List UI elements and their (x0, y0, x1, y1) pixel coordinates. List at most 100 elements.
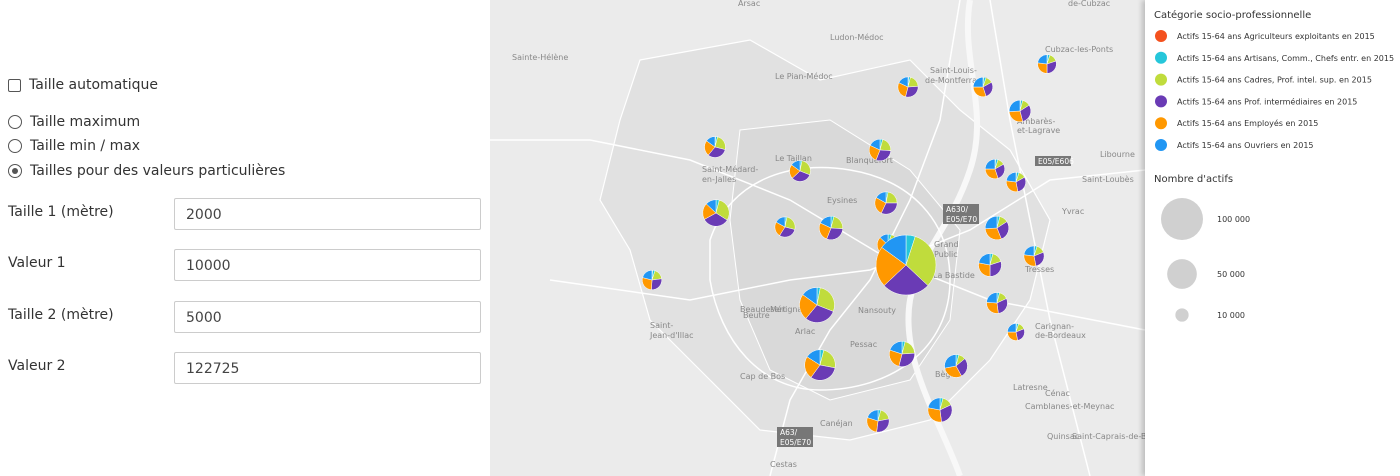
road-shield (777, 427, 813, 437)
pie-chart[interactable] (927, 397, 953, 423)
pie-chart[interactable] (868, 138, 892, 162)
place-label: Cestas (770, 460, 797, 469)
pie-slice[interactable] (984, 158, 996, 170)
place-label: Sainte-Hélène (512, 52, 568, 62)
pie-chart[interactable] (875, 234, 937, 296)
pie-slice[interactable] (883, 264, 929, 296)
pie-chart[interactable] (818, 215, 844, 241)
pie-slice[interactable] (889, 341, 903, 355)
auto-size-option[interactable]: Taille automatique (8, 77, 158, 93)
pie-chart[interactable] (984, 158, 1006, 179)
pie-slice[interactable] (642, 269, 653, 281)
pie-slice[interactable] (986, 292, 998, 304)
pie-slice[interactable] (819, 215, 832, 229)
pie-chart[interactable] (702, 199, 730, 227)
pie-chart[interactable] (897, 76, 919, 98)
map[interactable]: Arsac Ludon-Médoc Le Pian-Médoc Sainte-Hélè… (490, 0, 1145, 476)
pie-slice[interactable] (706, 136, 716, 148)
pie-slice[interactable] (972, 76, 984, 88)
place-label: Cénac (1045, 388, 1070, 398)
pie-slice[interactable] (1037, 54, 1048, 65)
pie-slice[interactable] (715, 199, 730, 221)
pie-chart[interactable] (866, 409, 890, 433)
pie-chart[interactable] (1007, 323, 1025, 341)
pie-chart[interactable] (889, 341, 915, 367)
legend-label: Actifs 15-64 ans Cadres, Prof. intel. su… (1177, 76, 1372, 85)
text-input[interactable]: 5000 (174, 300, 481, 333)
pie-chart[interactable] (984, 215, 1010, 241)
place-label: Mérignac (770, 304, 807, 314)
pie-slice[interactable] (978, 253, 991, 266)
pie-slice[interactable] (898, 352, 915, 367)
pie-slice[interactable] (867, 409, 879, 422)
text-input[interactable]: 122725 (174, 351, 481, 384)
pie-chart[interactable] (774, 216, 796, 238)
pie-slice[interactable] (905, 236, 937, 286)
place-label: Le Pian-Médoc (775, 71, 833, 81)
pie-chart[interactable] (972, 76, 994, 97)
pie-chart[interactable] (789, 160, 811, 182)
place-label: Beutre (743, 311, 770, 320)
field-label: Taille 1 (mètre) (8, 204, 114, 220)
pie-slice[interactable] (1007, 323, 1017, 333)
pie-slice[interactable] (775, 216, 786, 228)
pie-chart[interactable] (944, 354, 968, 378)
pie-chart[interactable] (1008, 99, 1032, 123)
place-label: Ambarès- (1017, 116, 1055, 126)
pie-chart[interactable] (704, 136, 726, 158)
pie-chart[interactable] (1006, 171, 1027, 193)
pie-slice[interactable] (1008, 99, 1021, 112)
pie-slice[interactable] (984, 215, 998, 230)
pie-chart[interactable] (641, 269, 662, 291)
pie-chart[interactable] (874, 191, 898, 215)
pie-slice[interactable] (927, 397, 941, 411)
pie-slice[interactable] (806, 349, 821, 366)
checkbox[interactable] (8, 78, 21, 92)
text-input[interactable]: 2000 (174, 198, 481, 230)
pie-slice[interactable] (816, 287, 835, 312)
pie-chart[interactable] (799, 287, 835, 323)
place-label: Tresses (1024, 265, 1054, 274)
road-shield (943, 204, 979, 214)
pie-slice[interactable] (881, 234, 907, 266)
road-label: E05/E606 (1038, 157, 1074, 166)
radio-option[interactable]: Taille maximum (8, 114, 140, 130)
place-label: Eysines (827, 196, 857, 205)
pie-slice[interactable] (880, 202, 898, 215)
place-label: Saint-Médard- (702, 164, 758, 174)
pie-slice[interactable] (805, 304, 834, 323)
radio[interactable] (8, 164, 22, 178)
pie-slice[interactable] (1023, 245, 1035, 257)
pie-chart[interactable] (986, 292, 1008, 314)
option-label: Tailles pour des valeurs particulières (30, 163, 286, 179)
pie-chart[interactable] (804, 349, 836, 381)
legend-label: Actifs 15-64 ans Agriculteurs exploitant… (1177, 32, 1375, 41)
road-label: A630/ (946, 205, 968, 214)
text-input[interactable]: 10000 (174, 249, 481, 282)
pie-slice[interactable] (791, 160, 801, 172)
pie-slice[interactable] (705, 199, 717, 214)
pie-chart[interactable] (1037, 54, 1057, 74)
pie-slice[interactable] (1006, 171, 1017, 183)
place-label: Latresne (1013, 383, 1048, 392)
radio[interactable] (8, 139, 22, 153)
pie-slice[interactable] (802, 287, 818, 306)
pie-slice[interactable] (944, 354, 957, 369)
pie-chart[interactable] (978, 253, 1002, 277)
legend-swatch (1155, 139, 1167, 151)
field-label: Taille 2 (mètre) (8, 306, 114, 323)
pie-slice[interactable] (875, 247, 907, 286)
pie-slice[interactable] (869, 138, 881, 151)
pie-slice[interactable] (898, 76, 909, 88)
place-label: de-Montferrand (925, 76, 987, 85)
option-label: Taille min / max (30, 138, 141, 154)
pie-slice[interactable] (875, 191, 887, 204)
radio-option[interactable]: Tailles pour des valeurs particulières (8, 163, 285, 179)
radio[interactable] (8, 115, 22, 129)
pie-chart[interactable] (1023, 245, 1045, 267)
pie-slice[interactable] (810, 364, 836, 381)
size-label: 10 000 (1217, 311, 1245, 320)
radio-option[interactable]: Taille min / max (8, 138, 140, 154)
